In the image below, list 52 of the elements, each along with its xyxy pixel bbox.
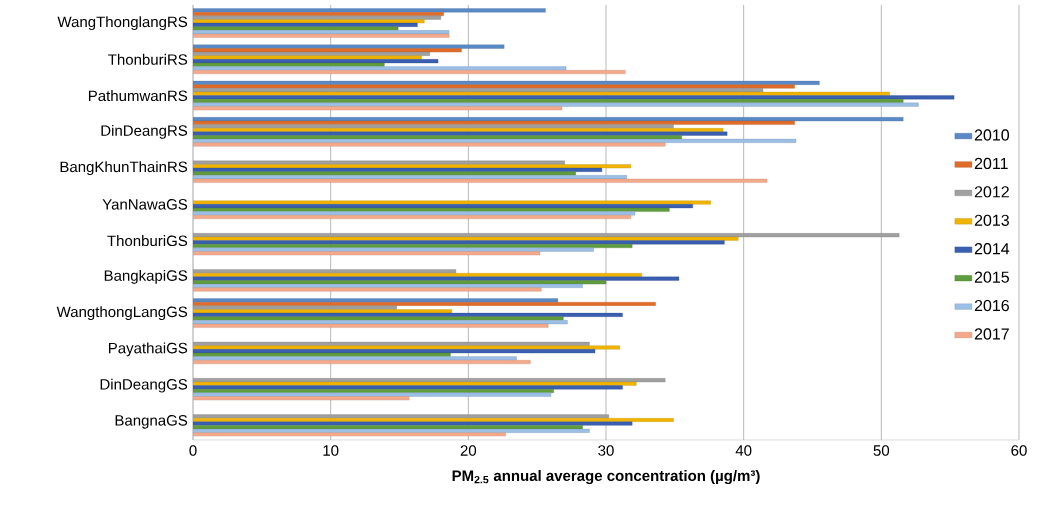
y-tick-label: YanNawaGS <box>102 199 188 210</box>
bar <box>193 396 410 401</box>
legend-label: 2011 <box>974 157 1008 170</box>
y-tick-label: PayathaiGS <box>108 342 188 357</box>
x-axis-title: PM$_{2.5}$ annual average concentration (µg/m³) <box>452 470 760 485</box>
bar <box>193 200 711 205</box>
bar <box>193 138 797 143</box>
bar <box>193 392 552 397</box>
y-tick-label: BangKhunThainRS <box>60 161 188 176</box>
y-tick-label: WangthongLangGS <box>56 306 188 321</box>
x-tick-label: 30 <box>598 445 614 456</box>
bar <box>193 142 666 147</box>
bar <box>193 178 768 183</box>
legend-label: 2013 <box>974 214 1009 226</box>
bar <box>193 251 541 256</box>
bar <box>193 432 506 437</box>
legend-label: 2015 <box>974 271 1009 283</box>
x-tick-label: 20 <box>460 445 477 456</box>
y-tick-label: DinDeangRS <box>101 124 188 139</box>
x-tick-label: 40 <box>735 445 752 456</box>
y-tick-label: ThonburiRS <box>108 53 188 65</box>
bar <box>193 66 567 71</box>
x-tick-label: 10 <box>323 445 339 456</box>
legend-label: 2016 <box>974 299 1009 312</box>
bar <box>193 55 422 60</box>
legend-label: 2014 <box>974 243 1010 255</box>
x-tick-label: 60 <box>1011 445 1027 456</box>
bar <box>193 323 549 328</box>
y-tick-label: WangThonglangRS <box>57 16 188 31</box>
bar <box>193 70 626 75</box>
bar <box>193 84 795 89</box>
bar <box>193 215 631 220</box>
bar <box>193 247 594 252</box>
y-tick-label: PathumwanRS <box>88 90 188 102</box>
bar <box>193 428 590 433</box>
y-tick-label: ThonburiGS <box>107 235 188 247</box>
y-tick-label: BangkapiGS <box>104 269 188 284</box>
bar <box>193 106 563 111</box>
y-tick-label: BangnaGS <box>115 415 188 429</box>
legend-label: 2017 <box>974 328 1009 340</box>
x-tick-label: 50 <box>873 445 890 456</box>
legend-label: 2010 <box>974 129 1010 141</box>
bar <box>193 356 517 361</box>
bar <box>193 211 636 216</box>
x-tick-label: 0 <box>189 445 197 456</box>
bar <box>193 102 919 107</box>
bar <box>193 283 583 288</box>
legend-label: 2012 <box>974 186 1009 198</box>
y-tick-label: DinDeangGS <box>100 378 188 393</box>
bar <box>193 287 542 292</box>
bar <box>193 345 620 350</box>
bar <box>193 360 531 365</box>
